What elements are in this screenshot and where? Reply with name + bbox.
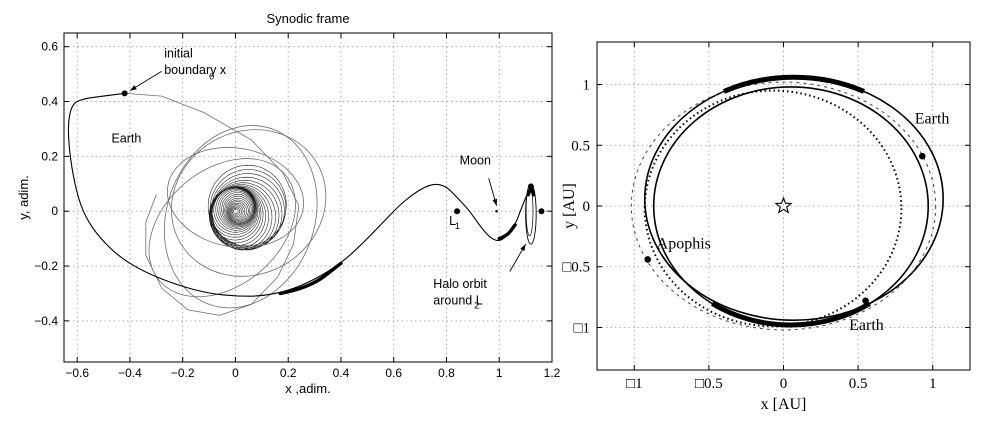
y-tick-label: −0.4: [34, 314, 58, 328]
y-tick-label: 0: [51, 204, 58, 218]
y-tick-label: □0.5: [562, 260, 590, 276]
thrust-arc-segment: [497, 223, 517, 241]
x-axis-label: x [AU]: [761, 396, 807, 413]
annotation-subscript: 2: [474, 301, 479, 311]
x-axis-label: x ,adim.: [285, 381, 331, 396]
x-tick-label: 1.2: [544, 366, 561, 380]
point-marker: [527, 183, 534, 190]
earth-rosette-orbits: [207, 164, 287, 251]
annotation-label: L: [449, 214, 456, 228]
point-marker: [918, 152, 926, 160]
x-tick-label: □1: [626, 376, 643, 392]
annotation-subscript: 0: [209, 72, 214, 82]
x-tick-label: −0.4: [118, 366, 142, 380]
x-tick-label: 0.6: [385, 366, 402, 380]
x-tick-label: □0.5: [695, 376, 723, 392]
thrust-arc-top: [722, 74, 865, 94]
halo-orbit-arrow-head: [520, 244, 526, 252]
annotation-label: Earth: [915, 110, 950, 127]
y-tick-label: 1: [583, 78, 591, 94]
annotation-label: Apophis: [657, 236, 711, 253]
x-tick-label: 0.4: [333, 366, 350, 380]
y-tick-label: 0.6: [41, 40, 58, 54]
point-marker: [862, 297, 869, 305]
x-tick-label: −0.6: [65, 366, 89, 380]
annotation-label: Earth: [111, 132, 141, 146]
y-tick-label: 0: [583, 199, 591, 215]
y-tick-label: □1: [573, 320, 590, 336]
x-tick-label: 1: [496, 366, 503, 380]
y-tick-label: 0.5: [571, 138, 590, 154]
point-marker: [121, 90, 128, 97]
synodic-frame-chart: −0.6 −0.4 −0.2 0 0.2 0.4 0.6 0.8 1 1.2 −0.4 −0.2 0 0.…: [16, 11, 561, 396]
main-trajectory: [67, 92, 532, 297]
orbit-dotted: [643, 89, 903, 328]
thrust-arc-segment: [278, 261, 343, 296]
y-tick-label: −0.2: [34, 259, 58, 273]
annotation-label: boundary x: [164, 63, 227, 77]
point-marker: [454, 208, 461, 215]
thrust-arc-bottom: [710, 301, 871, 328]
point-marker: [538, 208, 545, 215]
initial-boundary-arrow-head: [129, 85, 137, 91]
moon-arrow-head: [492, 198, 498, 206]
annotation-label: around L: [433, 293, 482, 307]
thrust-arc-segment: [526, 187, 536, 197]
x-tick-label: 0: [780, 376, 788, 392]
annotation-label: Halo orbit: [433, 277, 487, 291]
chart-title: Synodic frame: [266, 11, 349, 26]
annotation-subscript: 1: [455, 221, 460, 231]
plot-frame: [63, 32, 553, 363]
annotation-label: Earth: [849, 317, 884, 334]
point-marker: [495, 209, 498, 213]
outer-loop-orbit: [148, 158, 296, 298]
y-axis-label: y [AU]: [561, 183, 578, 229]
x-tick-label: 0.8: [438, 366, 455, 380]
point-marker: [644, 256, 652, 263]
x-tick-label: −0.2: [171, 366, 195, 380]
annotation-label: Moon: [460, 154, 491, 168]
y-tick-label: 0.4: [41, 95, 58, 109]
x-tick-label: 1: [929, 376, 937, 392]
sun-star-marker: [774, 196, 793, 214]
transfer-loop-orbit: [124, 92, 300, 316]
outer-loop-orbit: [166, 147, 304, 248]
y-tick-label: 0.2: [41, 149, 58, 163]
orbit-solid: [643, 76, 944, 321]
heliocentric-orbit-chart: □1 □0.5 0 0.5 1 □1 □0.5 0 0.5 1 x [AU] y [AU] Earth E…: [561, 41, 971, 413]
y-axis-label: y, adim.: [16, 175, 31, 220]
x-tick-label: 0: [232, 366, 239, 380]
annotation-label: initial: [164, 47, 193, 61]
x-tick-label: 0.2: [280, 366, 297, 380]
orbit-dashed: [630, 81, 937, 331]
outer-loop-orbit: [171, 129, 327, 277]
x-tick-label: 0.5: [849, 376, 868, 392]
